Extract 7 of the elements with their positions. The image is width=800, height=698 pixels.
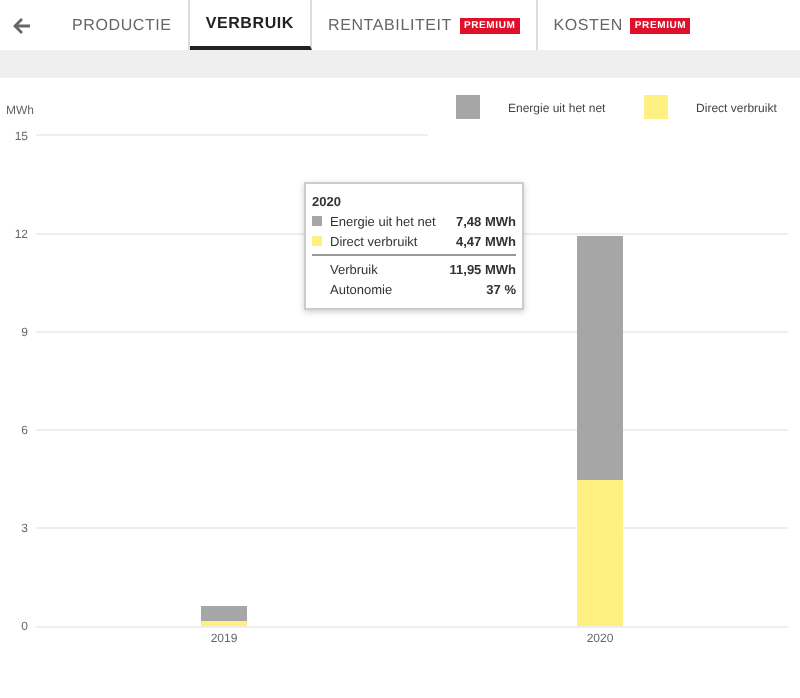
- text: VERBRUIK: [205, 14, 295, 32]
- text: RENTABILITEIT: [328, 16, 452, 34]
- text: KOSTEN: [553, 16, 623, 34]
- bar: [577, 235, 623, 480]
- bar: [577, 479, 623, 626]
- bar: [201, 606, 247, 622]
- text: PRODUCTIE: [72, 16, 172, 34]
